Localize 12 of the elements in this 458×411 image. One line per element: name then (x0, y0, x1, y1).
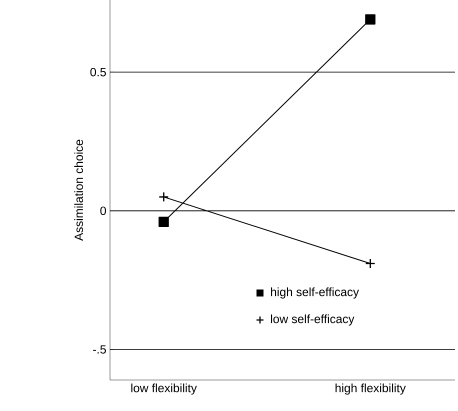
legend-label: low self-efficacy (271, 314, 354, 326)
point (158, 216, 169, 228)
y-tick-label: 0.5 (90, 68, 106, 76)
y-tick-label: 0 (100, 206, 106, 216)
point (365, 258, 376, 269)
y-tick-label: -.5 (93, 345, 106, 354)
x-tick-label: low flexibility (131, 384, 197, 395)
y-axis-title: Assimilation choice (74, 140, 84, 241)
point (365, 14, 376, 25)
x-tick-label: high flexibility (336, 384, 406, 395)
legend-label: high self-efficacy (271, 287, 359, 299)
point (158, 192, 169, 202)
